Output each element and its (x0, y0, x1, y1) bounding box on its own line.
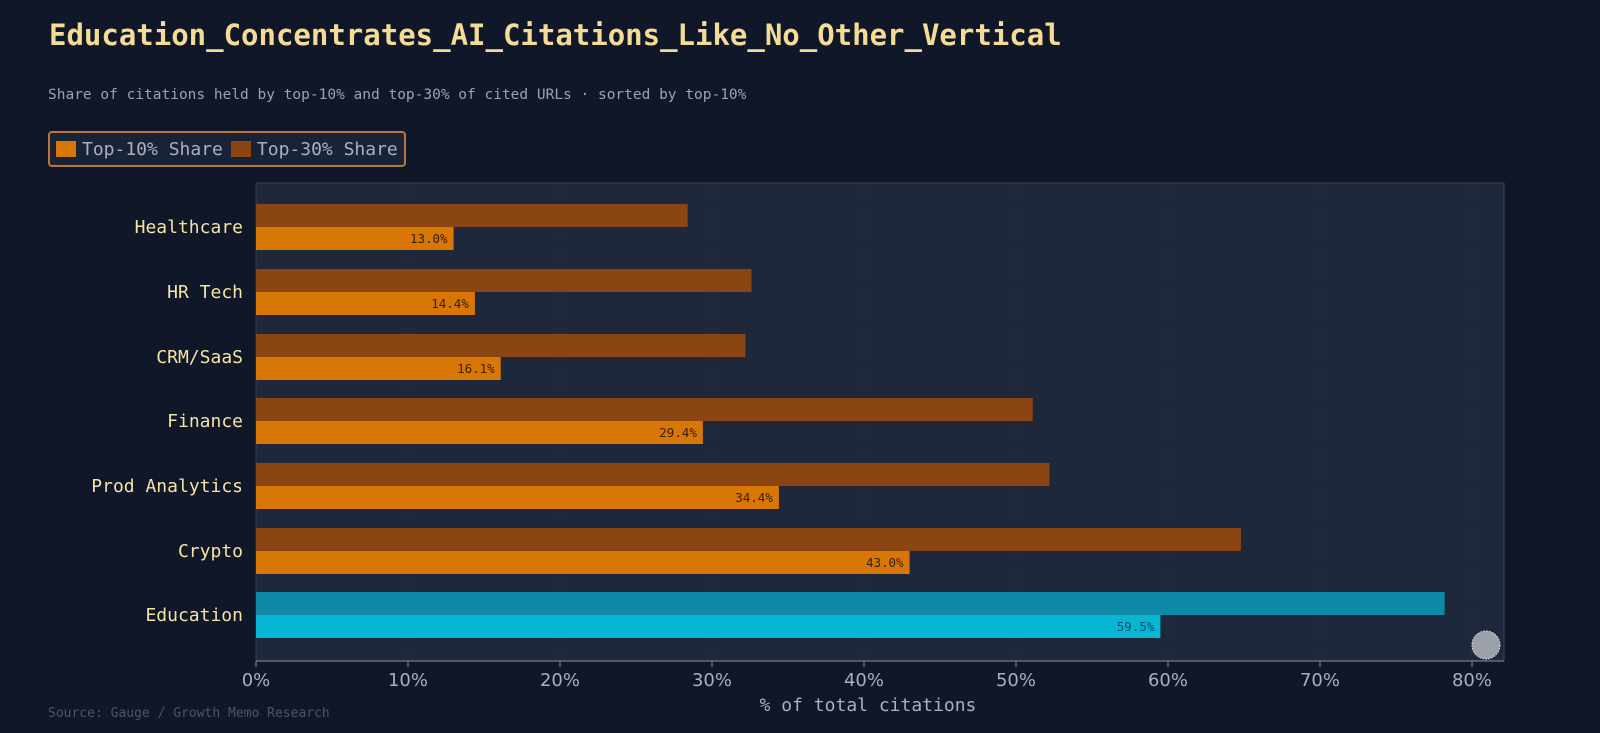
legend-item-top30: Top-30% Share (230, 138, 398, 160)
bar-top30 (256, 269, 752, 292)
bar-top30 (256, 528, 1241, 551)
category-label: CRM/SaaS (156, 347, 243, 368)
x-tick-label: 10% (388, 670, 428, 691)
data-label: 34.4% (735, 490, 773, 505)
x-tick-label: 40% (844, 670, 884, 691)
x-axis-label: % of total citations (760, 695, 977, 716)
legend-label-top30: Top-30% Share (256, 138, 398, 160)
category-label: Crypto (178, 541, 243, 562)
bar-top10 (256, 421, 703, 444)
legend-swatch-top30 (230, 141, 251, 157)
chart-title: Education_Concentrates_AI_Citations_Like… (49, 18, 1062, 52)
bar-top10 (256, 486, 779, 509)
category-label: HR Tech (167, 282, 243, 303)
data-label: 43.0% (866, 555, 904, 570)
data-label: 13.0% (410, 231, 448, 246)
x-tick-label: 0% (242, 670, 271, 691)
chart-subtitle: Share of citations held by top-10% and t… (48, 87, 747, 103)
bar-top30 (256, 398, 1033, 421)
bar-top10 (256, 292, 475, 315)
category-label: Finance (167, 411, 243, 432)
category-label: Prod Analytics (91, 476, 243, 497)
bar-top10 (256, 227, 454, 250)
data-label: 59.5% (1117, 619, 1155, 634)
legend-swatch-top10 (56, 141, 76, 157)
data-label: 14.4% (431, 296, 469, 311)
x-tick-label: 50% (996, 670, 1036, 691)
watermark-seal-icon (1471, 630, 1501, 660)
bar-top30 (256, 463, 1050, 486)
x-tick-label: 20% (540, 670, 580, 691)
x-tick-label: 70% (1300, 670, 1340, 691)
bar-top10 (256, 615, 1161, 638)
x-tick-label: 60% (1148, 670, 1188, 691)
bar-top30 (256, 592, 1445, 615)
bar-top30 (256, 204, 688, 227)
data-label: 16.1% (457, 361, 495, 376)
category-label: Healthcare (135, 217, 243, 238)
bar-top10 (256, 357, 501, 380)
data-label: 29.4% (659, 425, 697, 440)
x-tick-label: 30% (692, 670, 732, 691)
bar-top30 (256, 334, 746, 357)
category-label: Education (145, 605, 243, 626)
legend-item-top10: Top-10% Share (56, 139, 223, 160)
legend: Top-10% Share Top-30% Share (48, 131, 406, 167)
bar-top10 (256, 551, 910, 574)
source-note: Source: Gauge / Growth Memo Research (48, 706, 330, 721)
x-tick-label: 80% (1452, 670, 1492, 691)
legend-label-top10: Top-10% Share (82, 138, 223, 160)
